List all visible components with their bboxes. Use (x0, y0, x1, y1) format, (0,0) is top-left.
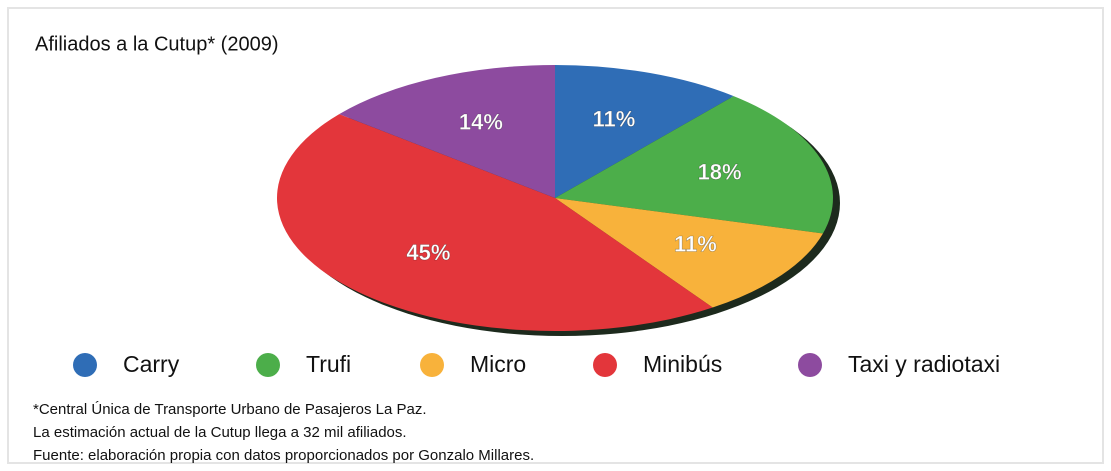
notes: *Central Única de Transporte Urbano de P… (33, 401, 534, 464)
legend-label: Carry (123, 351, 180, 377)
pie: 11% 18% 11% 45% 14% (277, 65, 833, 331)
footnote: Fuente: elaboración propia con datos pro… (33, 447, 534, 464)
legend-swatch (593, 353, 617, 377)
legend-swatch (256, 353, 280, 377)
legend-swatch (73, 353, 97, 377)
legend-label: Minibús (643, 351, 722, 377)
legend-label: Micro (470, 351, 526, 377)
pie-slice (555, 96, 833, 234)
legend-label: Taxi y radiotaxi (848, 351, 1000, 377)
pie-slice (339, 65, 555, 198)
chart-title: Afiliados a la Cutup* (2009) (35, 33, 278, 55)
pie-slice (277, 114, 713, 331)
footnote: La estimación actual de la Cutup llega a… (33, 424, 407, 441)
value-label: 11% (674, 232, 717, 257)
value-label: 14% (459, 109, 503, 134)
legend: Carry Trufi Micro Minibús Taxi y radiotaxi (73, 351, 1000, 377)
footnote: *Central Única de Transporte Urbano de P… (33, 401, 427, 418)
legend-swatch (798, 353, 822, 377)
value-label: 45% (406, 240, 450, 265)
value-label: 18% (698, 159, 742, 184)
pie-slice (555, 198, 823, 308)
pie-slice (555, 65, 734, 198)
value-label: 11% (593, 106, 636, 131)
legend-swatch (420, 353, 444, 377)
legend-label: Trufi (306, 351, 351, 377)
